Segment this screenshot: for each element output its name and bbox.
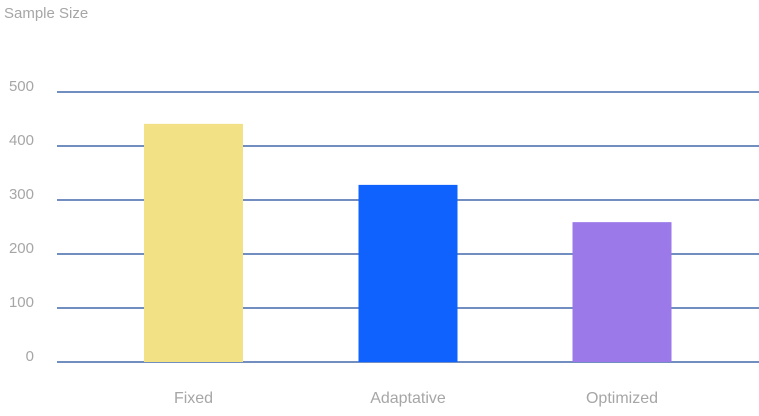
y-tick-label: 200 bbox=[9, 240, 34, 257]
y-axis-title: Sample Size bbox=[4, 5, 89, 22]
bar-optimized bbox=[572, 222, 672, 362]
y-tick-label: 500 bbox=[9, 78, 34, 95]
y-tick-label: 400 bbox=[9, 132, 34, 149]
x-tick-label-fixed: Fixed bbox=[174, 390, 213, 407]
x-tick-label-adaptative: Adaptative bbox=[370, 390, 446, 407]
y-tick-label: 0 bbox=[26, 348, 34, 365]
bars bbox=[144, 123, 672, 362]
x-tick-label-optimized: Optimized bbox=[586, 390, 658, 407]
y-tick-label: 100 bbox=[9, 294, 34, 311]
bar-fixed bbox=[144, 123, 243, 362]
y-tick-label: 300 bbox=[9, 186, 34, 203]
x-tick-labels: Fixed Adaptative Optimized bbox=[174, 390, 658, 407]
y-tick-labels: 0 100 200 300 400 500 bbox=[9, 78, 34, 365]
bar-adaptative bbox=[358, 184, 458, 362]
